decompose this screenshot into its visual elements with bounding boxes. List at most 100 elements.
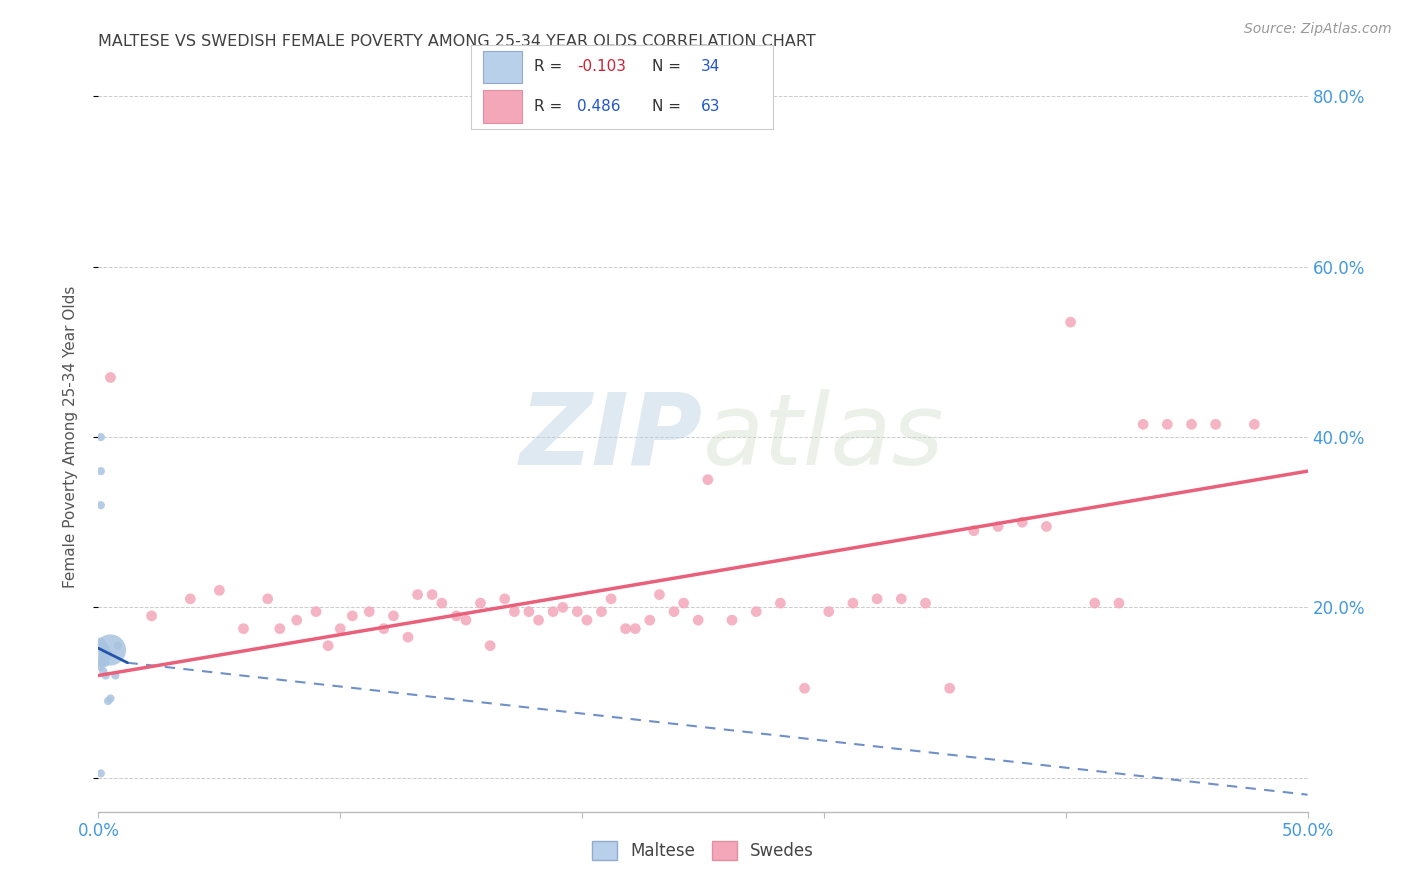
Point <box>90 656 112 670</box>
Legend: Maltese, Swedes: Maltese, Swedes <box>585 835 821 867</box>
Point <box>94 647 117 661</box>
Point <box>305 605 328 619</box>
Point <box>638 613 661 627</box>
Point <box>90 660 112 674</box>
Text: 34: 34 <box>700 59 720 74</box>
Point <box>91 651 114 665</box>
Point <box>503 605 526 619</box>
Point <box>232 622 254 636</box>
Point <box>285 613 308 627</box>
Point <box>696 473 718 487</box>
Point <box>104 668 127 682</box>
Text: MALTESE VS SWEDISH FEMALE POVERTY AMONG 25-34 YEAR OLDS CORRELATION CHART: MALTESE VS SWEDISH FEMALE POVERTY AMONG … <box>98 34 815 49</box>
Point <box>90 464 112 478</box>
Point <box>987 519 1010 533</box>
Point <box>94 656 117 670</box>
Point <box>1156 417 1178 432</box>
Point <box>329 622 352 636</box>
Point <box>1132 417 1154 432</box>
Text: N =: N = <box>652 59 686 74</box>
Point <box>94 668 117 682</box>
Point <box>100 691 122 706</box>
Text: R =: R = <box>534 59 568 74</box>
Point <box>624 622 647 636</box>
Point <box>479 639 502 653</box>
Point <box>373 622 395 636</box>
Point <box>107 639 129 653</box>
Point <box>91 656 114 670</box>
Point <box>90 498 112 512</box>
Point <box>90 656 112 670</box>
Point <box>1035 519 1057 533</box>
Point <box>769 596 792 610</box>
Point <box>97 647 120 661</box>
Point <box>179 591 201 606</box>
Point <box>94 647 117 661</box>
Point <box>890 591 912 606</box>
Point <box>470 596 492 610</box>
Point <box>648 588 671 602</box>
Text: N =: N = <box>652 99 686 114</box>
Point <box>91 651 114 665</box>
Point <box>406 588 429 602</box>
Point <box>527 613 550 627</box>
Point <box>842 596 865 610</box>
Point <box>963 524 986 538</box>
Point <box>446 608 468 623</box>
Point <box>1205 417 1227 432</box>
Text: 0.486: 0.486 <box>576 99 620 114</box>
Point <box>721 613 744 627</box>
Point <box>91 647 114 661</box>
Text: ZIP: ZIP <box>520 389 703 485</box>
Point <box>1243 417 1265 432</box>
Point <box>90 430 112 444</box>
Point <box>396 630 419 644</box>
Point <box>591 605 613 619</box>
Point <box>269 622 291 636</box>
Point <box>600 591 623 606</box>
Point <box>494 591 516 606</box>
Point <box>817 605 839 619</box>
Point <box>1108 596 1130 610</box>
Point <box>316 639 339 653</box>
Point <box>662 605 685 619</box>
Point <box>97 694 120 708</box>
Point <box>97 647 120 661</box>
Point <box>91 639 114 653</box>
Point <box>359 605 381 619</box>
Point <box>91 651 114 665</box>
Text: R =: R = <box>534 99 568 114</box>
Point <box>100 370 122 384</box>
Point <box>614 622 637 636</box>
Point <box>342 608 364 623</box>
Point <box>90 766 112 780</box>
Point <box>575 613 598 627</box>
Point <box>1059 315 1081 329</box>
Point <box>420 588 443 602</box>
Point <box>256 591 278 606</box>
Point <box>1084 596 1107 610</box>
Point <box>1011 515 1033 529</box>
Point <box>94 641 117 656</box>
Point <box>688 613 710 627</box>
Point <box>91 664 114 678</box>
Point <box>100 643 122 657</box>
FancyBboxPatch shape <box>484 90 523 122</box>
Point <box>551 600 574 615</box>
Point <box>382 608 405 623</box>
FancyBboxPatch shape <box>484 51 523 83</box>
Point <box>141 608 163 623</box>
Text: Source: ZipAtlas.com: Source: ZipAtlas.com <box>1244 22 1392 37</box>
Point <box>793 681 815 696</box>
Point <box>91 651 114 665</box>
Point <box>938 681 960 696</box>
Point <box>94 643 117 657</box>
Point <box>454 613 477 627</box>
Point <box>672 596 695 610</box>
Point <box>914 596 936 610</box>
Point <box>97 647 120 661</box>
Point <box>94 651 117 665</box>
Point <box>91 639 114 653</box>
Text: 63: 63 <box>700 99 720 114</box>
Text: atlas: atlas <box>703 389 945 485</box>
